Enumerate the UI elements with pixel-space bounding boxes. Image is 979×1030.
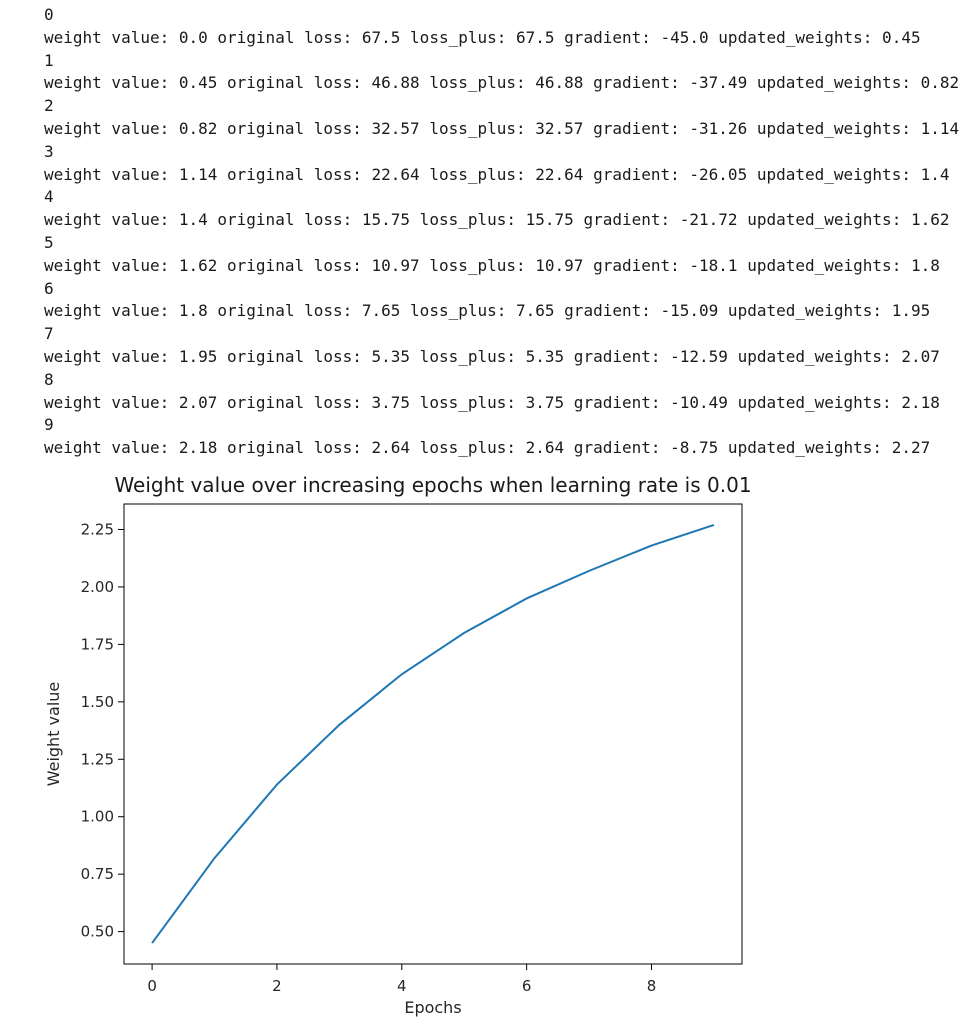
x-tick-label: 2 (272, 977, 282, 995)
log-epoch-number: 3 (44, 141, 54, 161)
console-output: 0 weight value: 0.0 original loss: 67.5 l… (44, 4, 959, 460)
log-weight-line: weight value: 0.82 original loss: 32.57 … (44, 118, 960, 138)
x-tick-label: 0 (147, 977, 157, 995)
x-tick-label: 4 (397, 977, 407, 995)
x-tick-label: 6 (522, 977, 532, 995)
y-axis-label: Weight value (44, 682, 63, 787)
y-tick-label: 1.75 (81, 635, 114, 653)
log-epoch-number: 2 (44, 96, 54, 116)
log-weight-line: weight value: 1.4 original loss: 15.75 l… (44, 210, 950, 230)
y-tick-label: 1.50 (81, 693, 114, 711)
weight-line-chart: Weight value over increasing epochs when… (44, 473, 752, 1017)
log-weight-line: weight value: 0.45 original loss: 46.88 … (44, 73, 960, 93)
log-epoch-number: 4 (44, 187, 54, 207)
x-axis-ticks: 0 2 4 6 8 (147, 964, 656, 995)
log-weight-line: weight value: 2.18 original loss: 2.64 l… (44, 438, 931, 458)
y-tick-label: 1.25 (81, 750, 114, 768)
y-tick-label: 0.75 (81, 865, 114, 883)
y-tick-label: 2.25 (81, 521, 114, 539)
y-tick-label: 2.00 (81, 578, 114, 596)
chart-title: Weight value over increasing epochs when… (114, 473, 751, 497)
log-weight-line: weight value: 1.14 original loss: 22.64 … (44, 164, 950, 184)
log-epoch-number: 1 (44, 50, 54, 70)
x-tick-label: 8 (647, 977, 657, 995)
log-epoch-number: 0 (44, 5, 54, 24)
x-axis-label: Epochs (404, 998, 461, 1017)
y-tick-label: 1.00 (81, 808, 114, 826)
log-epoch-number: 6 (44, 278, 54, 298)
log-weight-line: weight value: 1.8 original loss: 7.65 lo… (44, 301, 931, 321)
log-epoch-number: 5 (44, 232, 54, 252)
y-tick-label: 0.50 (81, 923, 114, 941)
y-axis-ticks: 0.50 0.75 1.00 1.25 1.50 1.75 2.00 2.25 (81, 521, 124, 941)
log-weight-line: weight value: 1.95 original loss: 5.35 l… (44, 346, 940, 366)
plot-frame (123, 503, 743, 965)
log-epoch-number: 7 (44, 324, 54, 344)
log-epoch-number: 8 (44, 369, 54, 389)
log-weight-line: weight value: 0.0 original loss: 67.5 lo… (44, 27, 921, 47)
log-epoch-number: 9 (44, 415, 54, 435)
weight-series-line (151, 523, 715, 944)
log-weight-line: weight value: 2.07 original loss: 3.75 l… (44, 392, 940, 412)
log-weight-line: weight value: 1.62 original loss: 10.97 … (44, 255, 940, 275)
